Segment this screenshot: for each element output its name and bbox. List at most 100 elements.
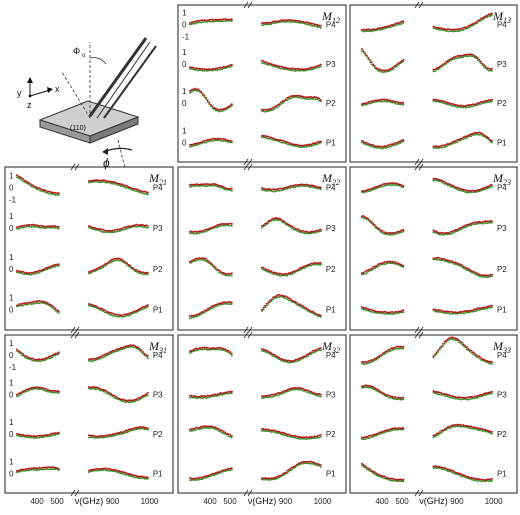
model-point (89, 434, 92, 437)
experiment-point (303, 462, 306, 465)
model-point (380, 262, 383, 265)
model-point (283, 220, 286, 223)
model-point (397, 230, 400, 233)
model-point (478, 273, 481, 276)
model-point (384, 393, 387, 396)
model-point (32, 357, 35, 360)
experiment-point (316, 98, 319, 101)
model-point (291, 466, 294, 469)
model-point (201, 476, 204, 479)
model-point (459, 54, 462, 57)
experiment-point (211, 107, 214, 110)
experiment-point (121, 260, 124, 263)
experiment-point (116, 315, 119, 318)
model-point (27, 467, 30, 470)
model-point (206, 346, 209, 349)
model-point (292, 300, 295, 303)
experiment-point (27, 389, 30, 392)
model-point (449, 142, 452, 145)
model-point (457, 227, 460, 230)
model-point (281, 273, 284, 276)
model-point (94, 304, 97, 307)
experiment-point (192, 429, 195, 432)
experiment-point (111, 351, 114, 354)
model-point (118, 314, 121, 316)
experiment-point (102, 356, 105, 359)
experiment-point (437, 258, 440, 261)
model-point (221, 18, 224, 21)
model-point (440, 144, 443, 147)
experiment-point (399, 62, 402, 65)
model-point (197, 257, 199, 260)
experiment-point (44, 468, 47, 471)
experiment-point (432, 179, 435, 182)
experiment-point (299, 231, 302, 234)
model-point (137, 426, 140, 429)
experiment-point (318, 436, 321, 439)
measurement-label-p1: P1 (326, 469, 336, 478)
model-point (121, 471, 124, 473)
experiment-point (102, 266, 105, 269)
experiment-point (91, 181, 94, 184)
model-point (475, 221, 478, 224)
experiment-point (110, 261, 113, 264)
model-point (286, 433, 289, 436)
model-point (200, 257, 203, 260)
model-point (217, 18, 220, 21)
model-point (372, 266, 375, 268)
model-point (391, 347, 394, 350)
experiment-point (454, 312, 457, 315)
model-point (467, 53, 470, 56)
experiment-point (265, 189, 268, 192)
experiment-point (399, 264, 402, 267)
model-point (145, 224, 148, 227)
model-point (388, 311, 391, 314)
experiment-point (52, 265, 55, 268)
experiment-point (56, 310, 59, 313)
model-point (219, 270, 222, 273)
experiment-point (91, 470, 94, 473)
model-point (446, 142, 449, 145)
model-point (481, 187, 484, 190)
experiment-point (467, 398, 470, 401)
experiment-point (127, 346, 130, 349)
model-point (381, 311, 384, 314)
experiment-point (216, 69, 219, 71)
experiment-point (36, 302, 39, 305)
experiment-point (289, 20, 292, 23)
experiment-point (99, 267, 102, 270)
experiment-point (297, 269, 300, 272)
model-point (221, 108, 224, 111)
model-point (289, 18, 292, 21)
experiment-point (475, 479, 478, 482)
experiment-point (391, 479, 394, 482)
model-point (481, 220, 484, 223)
model-point (440, 231, 443, 234)
experiment-point (46, 467, 49, 470)
experiment-point (283, 68, 286, 70)
model-point (262, 187, 265, 190)
model-point (464, 135, 467, 138)
model-point (462, 343, 465, 346)
model-point (454, 261, 457, 264)
experiment-point (32, 359, 35, 362)
experiment-point (318, 349, 321, 351)
experiment-point (286, 298, 289, 301)
experiment-point (280, 219, 283, 222)
experiment-point (490, 362, 493, 365)
model-point (32, 184, 35, 187)
model-point (113, 313, 116, 316)
experiment-point (397, 103, 400, 105)
experiment-point (208, 262, 211, 265)
experiment-point (478, 479, 481, 482)
model-point (470, 222, 473, 225)
model-point (17, 270, 20, 273)
experiment-point (272, 139, 275, 141)
model-point (438, 232, 441, 235)
experiment-point (262, 308, 265, 311)
model-point (284, 389, 287, 392)
model-point (52, 432, 55, 435)
model-point (100, 179, 103, 182)
model-point (296, 19, 298, 22)
model-point (222, 271, 225, 274)
